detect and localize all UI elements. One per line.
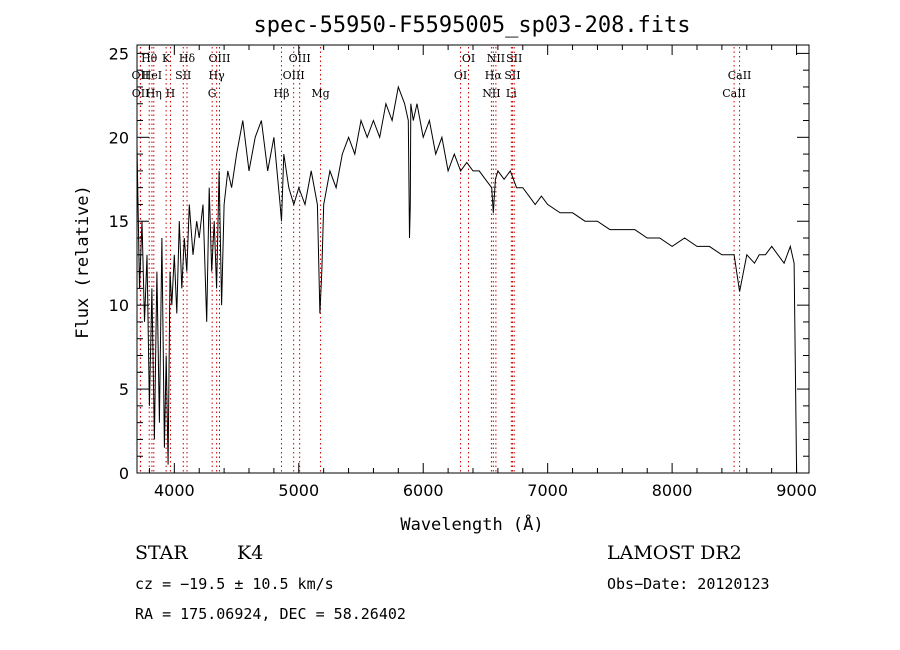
line-marker-layer: OIIOIIHθHeIHηKHSIIHδGHγOIIIHβOIIIOIIIMgO… [132,47,752,473]
y-axis-label: Flux (relative) [73,185,93,339]
x-tick-label-1: 5000 [278,481,319,500]
line-marker-label-1: OII [132,87,150,100]
spectrum-line [136,85,798,474]
line-marker-label-25: CaII [728,69,752,82]
object-class: STAR [135,542,188,564]
line-marker-label-21: Li [506,87,517,100]
line-marker-label-4: Hη [146,87,162,100]
line-marker-label-16: OI [454,69,467,82]
x-tick-label-4: 8000 [652,481,693,500]
coordinates: RA = 175.06924, DEC = 58.26402 [135,605,406,623]
x-axis-label: Wavelength (Å) [400,513,543,535]
x-tick-label-2: 6000 [403,481,444,500]
line-marker-label-24: CaII [722,87,746,100]
line-marker-label-14: OIII [289,52,311,65]
y-tick-label-5: 25 [109,44,129,63]
line-marker-label-23: SII [506,52,522,65]
line-marker-label-7: SII [175,69,191,82]
line-marker-label-15: Mg [311,87,329,100]
line-marker-label-22: SII [504,69,520,82]
x-tick-label-0: 4000 [154,481,195,500]
y-tick-label-3: 15 [109,212,129,231]
line-marker-label-12: Hβ [274,87,290,100]
line-marker-label-17: OI [462,52,475,65]
redshift-readout: cz = −19.5 ± 10.5 km/s [135,575,334,593]
axes-layer: 4000 5000 6000 7000 8000 9000 0 5 10 15 20 25 [109,44,817,500]
y-tick-label-2: 10 [109,296,129,315]
survey-name: LAMOST DR2 [607,542,742,564]
x-tick-label-3: 7000 [527,481,568,500]
line-marker-label-3: HeI [142,69,162,82]
line-marker-label-6: H [166,87,176,100]
chart-title: spec-55950-F5595005_sp03-208.fits [253,13,690,38]
line-marker-label-10: Hγ [209,69,226,82]
line-marker-label-19: Hα [485,69,503,82]
obs-date: Obs−Date: 20120123 [607,575,770,593]
line-marker-label-11: OIII [208,52,230,65]
x-tick-label-5: 9000 [776,481,817,500]
line-marker-label-9: G [208,87,217,100]
y-tick-label-4: 20 [109,128,129,147]
y-tick-label-0: 0 [119,464,129,483]
line-marker-label-2: Hθ [141,52,158,65]
object-subclass: K4 [237,542,264,564]
line-marker-label-8: Hδ [179,52,196,65]
y-tick-label-1: 5 [119,380,129,399]
line-marker-label-5: K [162,52,171,65]
plot-frame [136,44,810,474]
line-marker-label-18: NII [482,87,500,100]
line-marker-label-20: NII [487,52,505,65]
line-marker-label-13: OIII [283,69,305,82]
